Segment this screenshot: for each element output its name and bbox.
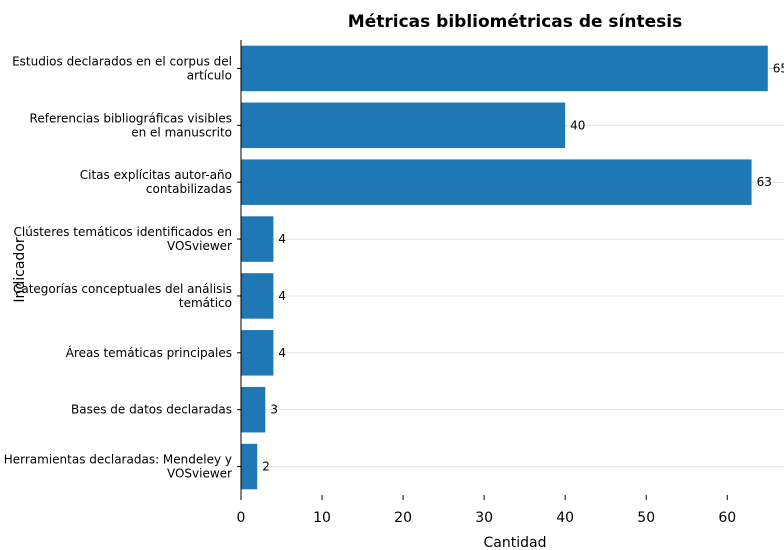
bar — [241, 45, 768, 92]
bar — [241, 386, 266, 433]
category-label-line: Herramientas declaradas: Mendeley y — [4, 453, 232, 467]
bar-value-label: 63 — [757, 175, 772, 189]
category-labels: Estudios declarados en el corpus del artí… — [4, 54, 232, 480]
bar — [241, 159, 752, 205]
category-label: Bases de datos declaradas — [71, 403, 232, 417]
x-tick-label: 50 — [637, 510, 655, 526]
category-label: Herramientas declaradas: Mendeley y VOSvi… — [4, 453, 232, 481]
category-label-line: en el manuscrito — [131, 125, 232, 139]
category-label-line: VOSviewer — [167, 239, 232, 253]
x-tick-label: 30 — [475, 510, 493, 526]
bar — [241, 216, 274, 262]
category-label-line: contabilizadas — [146, 182, 232, 196]
category-label-line: artículo — [187, 68, 232, 82]
bars — [241, 45, 768, 490]
x-tick-label: 10 — [313, 510, 331, 526]
category-label-line: Categorías conceptuales del análisis — [13, 282, 232, 296]
x-tick-label: 60 — [718, 510, 736, 526]
bar-value-label: 65 — [773, 61, 784, 75]
category-label-line: Referencias bibliográficas visibles — [30, 111, 232, 125]
category-label-line: Clústeres temáticos identificados en — [14, 225, 232, 239]
bar-value-label: 2 — [262, 460, 270, 474]
value-labels: 65 40 63 4 4 4 3 2 — [262, 61, 784, 473]
category-label: Categorías conceptuales del análisis temá… — [13, 282, 232, 310]
category-label-line: VOSviewer — [167, 467, 232, 481]
bar-value-label: 4 — [278, 346, 286, 360]
x-axis-label: Cantidad — [484, 535, 547, 550]
bar-value-label: 4 — [278, 232, 286, 246]
chart-title: Métricas bibliométricas de síntesis — [348, 12, 682, 32]
bar — [241, 443, 258, 490]
bar-value-label: 40 — [570, 118, 585, 132]
category-label-line: Bases de datos declaradas — [71, 403, 232, 417]
bar-value-label: 3 — [270, 403, 278, 417]
category-label: Citas explícitas autor-año contabilizadas — [80, 168, 232, 196]
category-label: Estudios declarados en el corpus del artí… — [12, 54, 232, 82]
x-ticks: 0 10 20 30 40 50 60 — [237, 67, 736, 526]
y-axis-label: Indicador — [12, 237, 28, 303]
bar — [241, 330, 274, 376]
category-label: Referencias bibliográficas visibles en el… — [30, 111, 232, 139]
category-label-line: Estudios declarados en el corpus del — [12, 54, 232, 68]
category-label-line: temático — [179, 296, 232, 310]
bar-value-label: 4 — [278, 289, 286, 303]
x-tick-label: 40 — [556, 510, 574, 526]
x-tick-label: 0 — [237, 510, 246, 526]
category-label: Áreas temáticas principales — [66, 345, 232, 360]
x-tick-label: 20 — [394, 510, 412, 526]
category-label-line: Áreas temáticas principales — [66, 345, 232, 360]
bar — [241, 273, 274, 319]
category-label-line: Citas explícitas autor-año — [80, 168, 232, 182]
category-label: Clústeres temáticos identificados en VOSv… — [14, 225, 233, 253]
bar — [241, 102, 566, 149]
